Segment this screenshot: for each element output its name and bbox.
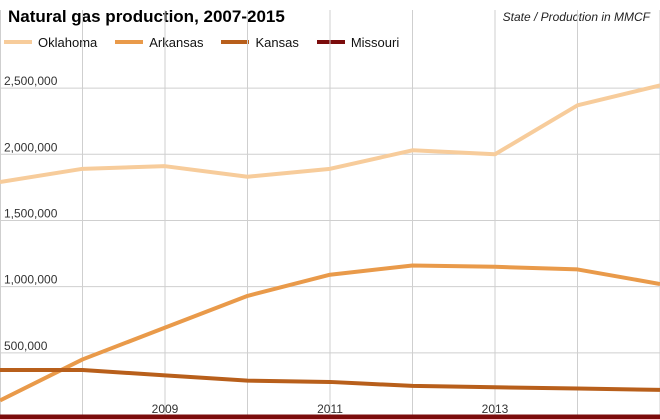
legend-item-kansas: Kansas: [221, 35, 316, 50]
y-tick-label: 1,000,000: [4, 273, 58, 287]
x-tick-label: 2013: [482, 402, 509, 416]
legend-label: Kansas: [255, 34, 299, 50]
legend-label: Missouri: [350, 34, 400, 50]
legend-label: Arkansas: [149, 34, 204, 50]
y-tick-label: 2,500,000: [4, 74, 58, 88]
chart-subtitle: State / Production in MMCF: [502, 10, 650, 24]
legend-swatch: [316, 40, 345, 44]
series-line-kansas: [0, 368, 660, 392]
series-line-oklahoma: [0, 83, 660, 185]
y-tick-label: 500,000: [4, 339, 48, 353]
legend-item-arkansas: Arkansas: [115, 35, 221, 50]
y-tick-label: 1,500,000: [4, 206, 58, 220]
x-tick-label: 2011: [317, 402, 343, 416]
series-line-arkansas: [0, 263, 660, 403]
chart-title: Natural gas production, 2007-2015: [8, 7, 285, 26]
legend-swatch: [4, 40, 32, 44]
legend-swatch: [115, 40, 144, 44]
legend-item-missouri: Missouri: [316, 34, 417, 50]
legend-swatch: [221, 40, 250, 44]
x-tick-label: 2009: [152, 402, 179, 416]
y-tick-label: 2,000,000: [4, 140, 58, 154]
